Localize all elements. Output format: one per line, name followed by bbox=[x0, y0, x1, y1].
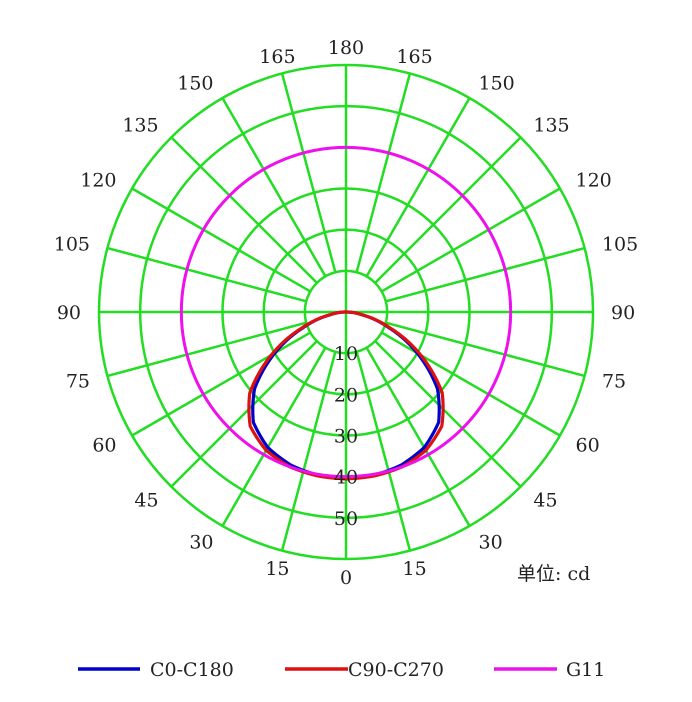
grid-spoke-135 bbox=[374, 136, 522, 284]
legend-label-c90-c270: C90-C270 bbox=[348, 659, 444, 681]
angle-label-right-0: 0 bbox=[340, 567, 352, 589]
angle-label-right-150: 150 bbox=[479, 73, 515, 95]
angle-label-right-180: 180 bbox=[328, 37, 364, 59]
angle-label-right-165: 165 bbox=[396, 46, 432, 68]
intensity-curves bbox=[179, 145, 513, 481]
angle-label-right-75: 75 bbox=[602, 371, 626, 393]
grid-spoke-150 bbox=[365, 97, 471, 277]
radial-label-30: 30 bbox=[334, 426, 358, 448]
angle-label-right-60: 60 bbox=[575, 435, 599, 457]
angle-label-left-30: 30 bbox=[189, 531, 213, 553]
angle-labels: 0 15 30 45 60 75 90 105 120 135 150 165 180 15 30 45 60 7… bbox=[54, 37, 638, 589]
grid-spoke-195 bbox=[280, 73, 337, 273]
angle-label-left-165: 165 bbox=[259, 46, 295, 68]
angle-label-left-105: 105 bbox=[54, 233, 90, 255]
angle-label-right-135: 135 bbox=[533, 115, 569, 137]
grid-spoke-60 bbox=[381, 331, 561, 437]
grid-spoke-15 bbox=[355, 351, 412, 551]
legend-label-c0-c180: C0-C180 bbox=[150, 659, 234, 681]
angle-label-left-90: 90 bbox=[57, 302, 81, 324]
grid-spoke-225 bbox=[170, 136, 318, 284]
angle-label-right-15: 15 bbox=[402, 558, 426, 580]
angle-label-right-90: 90 bbox=[611, 302, 635, 324]
angle-label-left-15: 15 bbox=[265, 558, 289, 580]
grid-spoke-210 bbox=[221, 97, 327, 277]
angle-label-right-30: 30 bbox=[479, 531, 503, 553]
angle-label-right-105: 105 bbox=[602, 233, 638, 255]
angle-label-left-120: 120 bbox=[80, 170, 116, 192]
angle-label-left-150: 150 bbox=[177, 73, 213, 95]
angle-label-left-135: 135 bbox=[122, 115, 158, 137]
series-c90-c270-curve bbox=[247, 310, 445, 481]
grid-spoke-165 bbox=[355, 73, 412, 273]
angle-label-right-45: 45 bbox=[533, 489, 557, 511]
grid-spoke-285 bbox=[107, 321, 307, 378]
grid-spoke-240 bbox=[131, 187, 311, 293]
series-g11-curve bbox=[179, 145, 513, 479]
grid-spoke-255 bbox=[107, 246, 307, 303]
radial-labels: 10 20 30 40 50 bbox=[334, 343, 358, 530]
radial-label-40: 40 bbox=[334, 467, 358, 489]
grid-spoke-45 bbox=[374, 340, 522, 488]
grid-spoke-315 bbox=[170, 340, 318, 488]
grid-spoke-330 bbox=[221, 347, 327, 527]
grid-spoke-345 bbox=[280, 351, 337, 551]
grid-spoke-105 bbox=[385, 246, 585, 303]
angle-label-left-60: 60 bbox=[92, 435, 116, 457]
angle-label-left-45: 45 bbox=[134, 489, 158, 511]
unit-label: 单位: cd bbox=[517, 563, 590, 585]
grid-spoke-30 bbox=[365, 347, 471, 527]
angle-label-left-75: 75 bbox=[66, 371, 90, 393]
angle-label-right-120: 120 bbox=[575, 170, 611, 192]
radial-label-10: 10 bbox=[334, 343, 358, 365]
grid-spoke-300 bbox=[131, 331, 311, 437]
grid-spoke-75 bbox=[385, 321, 585, 378]
radial-label-20: 20 bbox=[334, 384, 358, 406]
legend: C0-C180 C90-C270 G11 bbox=[78, 659, 605, 681]
grid-spoke-120 bbox=[381, 187, 561, 293]
legend-label-g11: G11 bbox=[566, 659, 605, 681]
radial-label-50: 50 bbox=[334, 508, 358, 530]
